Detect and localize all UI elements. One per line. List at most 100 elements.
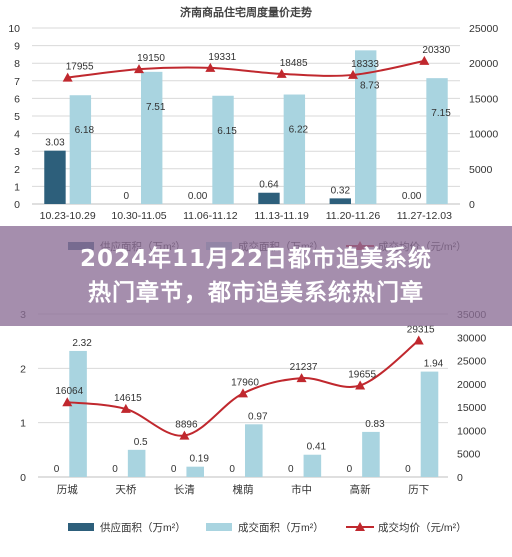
- chart2-x-tick: 天桥: [115, 484, 136, 496]
- chart1-y-right-tick: 25000: [469, 23, 498, 35]
- chart2-label-price: 16064: [55, 386, 83, 397]
- chart1-y-left-tick: 6: [14, 93, 20, 105]
- chart2-x-tick: 市中: [291, 483, 312, 496]
- chart2-label-traded: 0.83: [365, 419, 385, 430]
- chart2-legend-label: 供应面积（万m²）: [100, 521, 186, 534]
- headline-line-1: 2024年11月22日都市追美系统: [79, 246, 433, 272]
- chart1-bar-supply: [329, 198, 351, 204]
- chart2-label-price: 29315: [407, 324, 435, 335]
- chart1-price-point: [62, 72, 73, 82]
- chart2-y-right-tick: 5000: [457, 449, 481, 461]
- chart1-bar-supply: [258, 192, 280, 204]
- chart2-y-right-tick: 15000: [457, 402, 486, 414]
- chart2-bar-traded: [303, 454, 322, 477]
- chart2-label-traded: 0.97: [248, 411, 268, 422]
- chart2-price-point: [238, 388, 248, 398]
- chart2-label-traded: 0.19: [189, 454, 209, 465]
- chart2-label-price: 19655: [348, 369, 376, 380]
- chart1-y-left-tick: 4: [14, 129, 20, 141]
- chart2-label-traded: 2.32: [72, 338, 92, 349]
- chart2-y-right-tick: 20000: [457, 379, 486, 391]
- chart1-label-supply: 0.64: [259, 180, 279, 191]
- chart2-legend-label: 成交面积（万m²）: [238, 521, 324, 534]
- chart1-y-right-tick: 20000: [469, 58, 498, 70]
- chart1-price-point: [205, 62, 216, 72]
- chart2-label-supply: 0: [112, 464, 118, 475]
- chart2-price-point: [179, 430, 190, 440]
- chart2-price-point: [355, 380, 366, 390]
- chart1-x-tick: 11.06-11.12: [183, 210, 238, 222]
- chart1-label-traded: 8.73: [360, 80, 380, 91]
- chart1-bar-traded: [69, 95, 92, 204]
- chart1-y-left-tick: 2: [14, 164, 20, 176]
- chart2-label-price: 17960: [231, 377, 259, 388]
- chart1-bar-supply: [44, 150, 66, 204]
- chart2-label-supply: 0: [347, 464, 353, 475]
- chart1-bar-traded: [283, 94, 306, 204]
- chart2-label-traded: 1.94: [424, 359, 444, 370]
- headline-line-2: 热门章节，都市追美系统热门章: [88, 280, 424, 306]
- chart2-label-price: 21237: [290, 362, 318, 373]
- chart1-label-traded: 7.51: [146, 102, 166, 113]
- chart2-legend-label: 成交均价（元/m²）: [378, 521, 467, 534]
- chart1-x-tick: 10.30-11.05: [111, 210, 166, 222]
- chart1-y-left-tick: 9: [14, 41, 20, 53]
- chart1-y-left-tick: 5: [14, 111, 20, 123]
- chart1-label-traded: 6.22: [289, 125, 309, 136]
- chart1-bar-traded: [426, 78, 448, 204]
- chart1-label-price: 18333: [351, 59, 379, 70]
- chart1-title: 济南商品住宅周度量价走势: [180, 5, 312, 19]
- chart2-label-supply: 0: [229, 464, 235, 475]
- chart2-x-tick: 历下: [408, 484, 429, 496]
- chart1-bar-traded: [212, 95, 234, 204]
- chart2-y-left-tick: 0: [20, 472, 26, 484]
- chart1-label-supply: 3.03: [45, 138, 65, 149]
- chart1-y-left-tick: 3: [14, 146, 20, 158]
- chart1-label-traded: 6.15: [217, 126, 237, 137]
- chart2-price-point: [62, 397, 73, 407]
- chart2-label-supply: 0: [171, 464, 177, 475]
- chart2-label-supply: 0: [405, 464, 411, 475]
- chart1-label-traded: 6.18: [75, 125, 95, 136]
- chart1-label-supply: 0: [124, 191, 130, 202]
- headline-banner: 2024年11月22日都市追美系统 热门章节，都市追美系统热门章: [0, 226, 512, 326]
- chart1-label-supply: 0.00: [188, 191, 208, 202]
- chart1-y-left-tick: 8: [14, 58, 20, 70]
- chart2-y-right-tick: 0: [457, 472, 463, 484]
- chart2-bar-traded: [127, 449, 146, 477]
- chart2-label-traded: 0.41: [307, 442, 327, 453]
- chart1-y-left-tick: 1: [14, 181, 20, 193]
- chart2-label-traded: 0.5: [134, 437, 148, 448]
- chart1-y-right-tick: 10000: [469, 129, 498, 141]
- chart2-bar-traded: [420, 371, 439, 477]
- chart1-label-price: 19150: [137, 53, 165, 64]
- chart1-label-supply: 0.32: [331, 185, 351, 196]
- chart1-y-left-tick: 7: [14, 76, 20, 88]
- chart2-bar-traded: [362, 431, 380, 477]
- chart2-y-left-tick: 1: [20, 418, 26, 430]
- chart1-y-left-tick: 10: [8, 23, 20, 35]
- chart2-x-tick: 槐荫: [233, 483, 254, 496]
- chart2-price-point: [120, 403, 131, 413]
- chart2-label-price: 14615: [114, 393, 142, 404]
- chart2-legend-swatch: [206, 523, 232, 531]
- chart1-y-left-tick: 0: [14, 199, 20, 211]
- chart1-label-price: 18485: [280, 58, 308, 69]
- chart2-x-tick: 高新: [350, 483, 371, 496]
- chart1-x-tick: 11.13-11.19: [254, 210, 309, 222]
- chart2-bar-traded: [69, 350, 87, 477]
- chart2-y-right-tick: 10000: [457, 425, 486, 437]
- chart2-x-tick: 长清: [174, 483, 195, 496]
- chart1-label-price: 17955: [66, 62, 94, 73]
- chart2-label-price: 8896: [175, 420, 198, 431]
- chart1-y-right-tick: 0: [469, 199, 475, 211]
- chart1-price-point: [134, 64, 144, 74]
- chart2-legend-swatch: [68, 523, 94, 531]
- chart2-price-point: [296, 373, 307, 383]
- chart1-y-right-tick: 15000: [469, 93, 498, 105]
- chart1-price-point: [276, 68, 287, 78]
- chart1-x-tick: 11.27-12.03: [397, 210, 452, 222]
- chart2-y-right-tick: 30000: [457, 332, 486, 344]
- chart1-bar-traded: [141, 71, 163, 204]
